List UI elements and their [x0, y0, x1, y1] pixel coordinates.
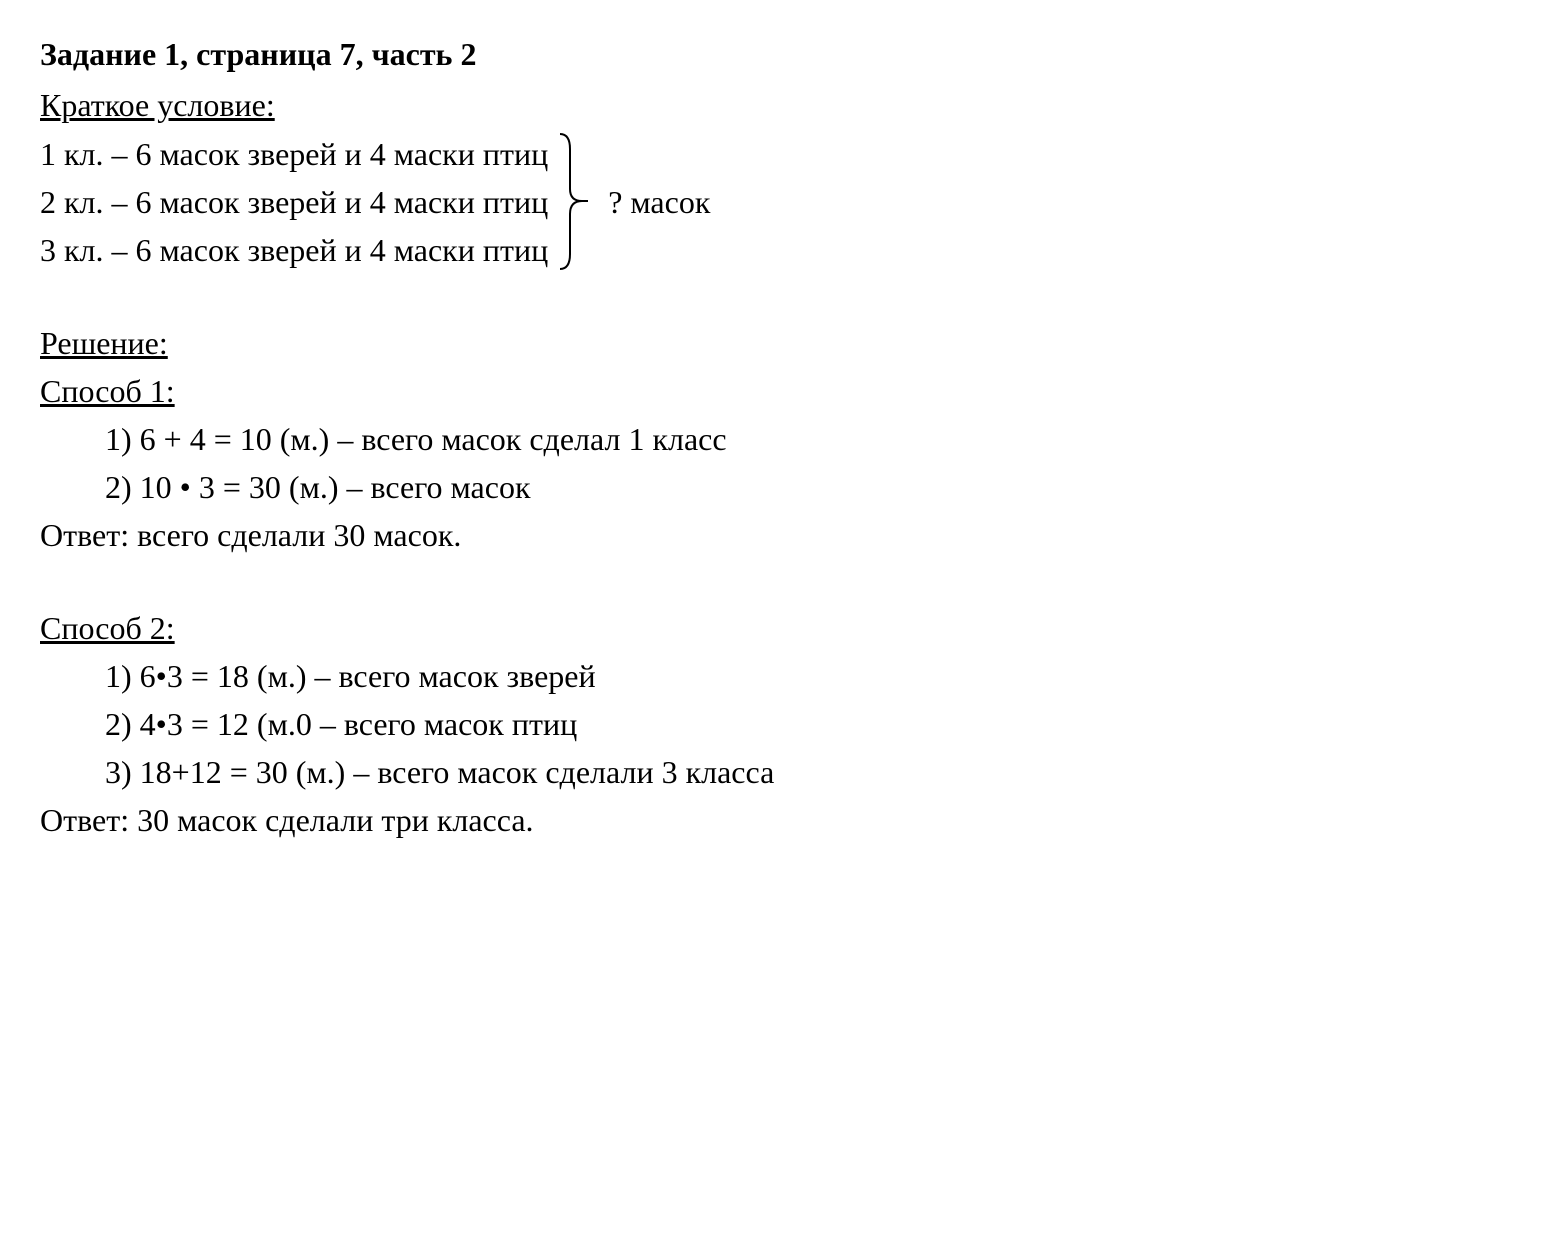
method1-steps: 1) 6 + 4 = 10 (м.) – всего масок сделал …: [105, 415, 1520, 511]
method1-answer: Ответ: всего сделали 30 масок.: [40, 511, 1520, 559]
solution-step: 2) 10 • 3 = 30 (м.) – всего масок: [105, 463, 1520, 511]
solution-step: 1) 6 + 4 = 10 (м.) – всего масок сделал …: [105, 415, 1520, 463]
solution-step: 3) 18+12 = 30 (м.) – всего масок сделали…: [105, 748, 1520, 796]
solution-step: 2) 4•3 = 12 (м.0 – всего масок птиц: [105, 700, 1520, 748]
method2-steps: 1) 6•3 = 18 (м.) – всего масок зверей 2)…: [105, 652, 1520, 796]
condition-line: 1 кл. – 6 масок зверей и 4 маски птиц: [40, 130, 548, 178]
page-title: Задание 1, страница 7, часть 2: [40, 30, 1520, 78]
condition-result: ? масок: [608, 178, 710, 226]
bracket-icon: [558, 129, 588, 274]
solution-heading: Решение:: [40, 319, 1520, 367]
condition-lines: 1 кл. – 6 масок зверей и 4 маски птиц 2 …: [40, 130, 548, 274]
solution-step: 1) 6•3 = 18 (м.) – всего масок зверей: [105, 652, 1520, 700]
condition-block: 1 кл. – 6 масок зверей и 4 маски птиц 2 …: [40, 129, 1520, 274]
method2-heading: Способ 2:: [40, 604, 1520, 652]
method1-heading: Способ 1:: [40, 367, 1520, 415]
condition-line: 3 кл. – 6 масок зверей и 4 маски птиц: [40, 226, 548, 274]
condition-line: 2 кл. – 6 масок зверей и 4 маски птиц: [40, 178, 548, 226]
condition-heading: Краткое условие:: [40, 81, 1520, 129]
method2-answer: Ответ: 30 масок сделали три класса.: [40, 796, 1520, 844]
